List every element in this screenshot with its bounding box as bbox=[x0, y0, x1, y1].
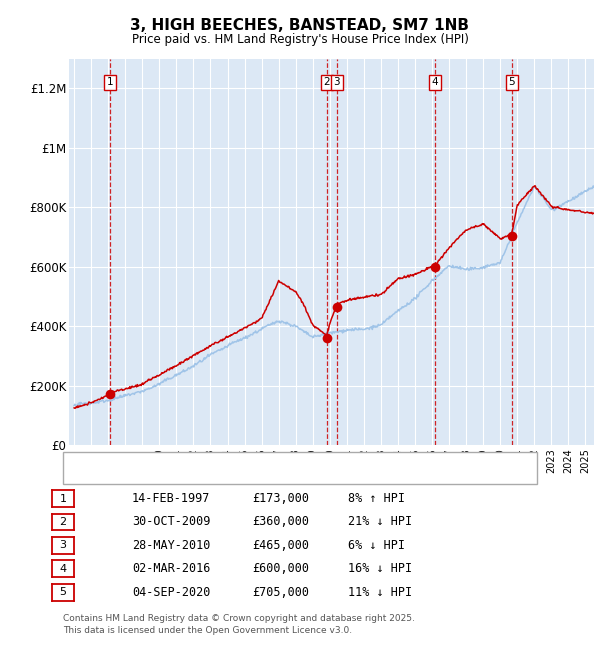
Text: £173,000: £173,000 bbox=[252, 492, 309, 505]
Text: £705,000: £705,000 bbox=[252, 586, 309, 599]
Text: 16% ↓ HPI: 16% ↓ HPI bbox=[348, 562, 412, 575]
Text: 4: 4 bbox=[431, 77, 438, 87]
Text: 11% ↓ HPI: 11% ↓ HPI bbox=[348, 586, 412, 599]
Text: 02-MAR-2016: 02-MAR-2016 bbox=[132, 562, 211, 575]
Text: 2: 2 bbox=[59, 517, 67, 527]
Text: 6% ↓ HPI: 6% ↓ HPI bbox=[348, 539, 405, 552]
Text: 14-FEB-1997: 14-FEB-1997 bbox=[132, 492, 211, 505]
Text: 3: 3 bbox=[59, 540, 67, 551]
Text: £600,000: £600,000 bbox=[252, 562, 309, 575]
Text: 28-MAY-2010: 28-MAY-2010 bbox=[132, 539, 211, 552]
Text: 3, HIGH BEECHES, BANSTEAD, SM7 1NB (detached house): 3, HIGH BEECHES, BANSTEAD, SM7 1NB (deta… bbox=[110, 456, 413, 466]
Text: 3: 3 bbox=[334, 77, 340, 87]
Text: £465,000: £465,000 bbox=[252, 539, 309, 552]
Text: This data is licensed under the Open Government Licence v3.0.: This data is licensed under the Open Gov… bbox=[63, 626, 352, 635]
Text: 8% ↑ HPI: 8% ↑ HPI bbox=[348, 492, 405, 505]
Text: Contains HM Land Registry data © Crown copyright and database right 2025.: Contains HM Land Registry data © Crown c… bbox=[63, 614, 415, 623]
Text: 5: 5 bbox=[59, 587, 67, 597]
Text: HPI: Average price, detached house, Reigate and Banstead: HPI: Average price, detached house, Reig… bbox=[110, 470, 418, 480]
Text: £360,000: £360,000 bbox=[252, 515, 309, 528]
Text: 2: 2 bbox=[323, 77, 330, 87]
Text: 04-SEP-2020: 04-SEP-2020 bbox=[132, 586, 211, 599]
Text: 5: 5 bbox=[508, 77, 515, 87]
Text: 21% ↓ HPI: 21% ↓ HPI bbox=[348, 515, 412, 528]
Text: 30-OCT-2009: 30-OCT-2009 bbox=[132, 515, 211, 528]
Text: 1: 1 bbox=[107, 77, 113, 87]
Text: Price paid vs. HM Land Registry's House Price Index (HPI): Price paid vs. HM Land Registry's House … bbox=[131, 32, 469, 46]
Text: 3, HIGH BEECHES, BANSTEAD, SM7 1NB: 3, HIGH BEECHES, BANSTEAD, SM7 1NB bbox=[131, 18, 470, 33]
Text: 1: 1 bbox=[59, 493, 67, 504]
Text: 4: 4 bbox=[59, 564, 67, 574]
